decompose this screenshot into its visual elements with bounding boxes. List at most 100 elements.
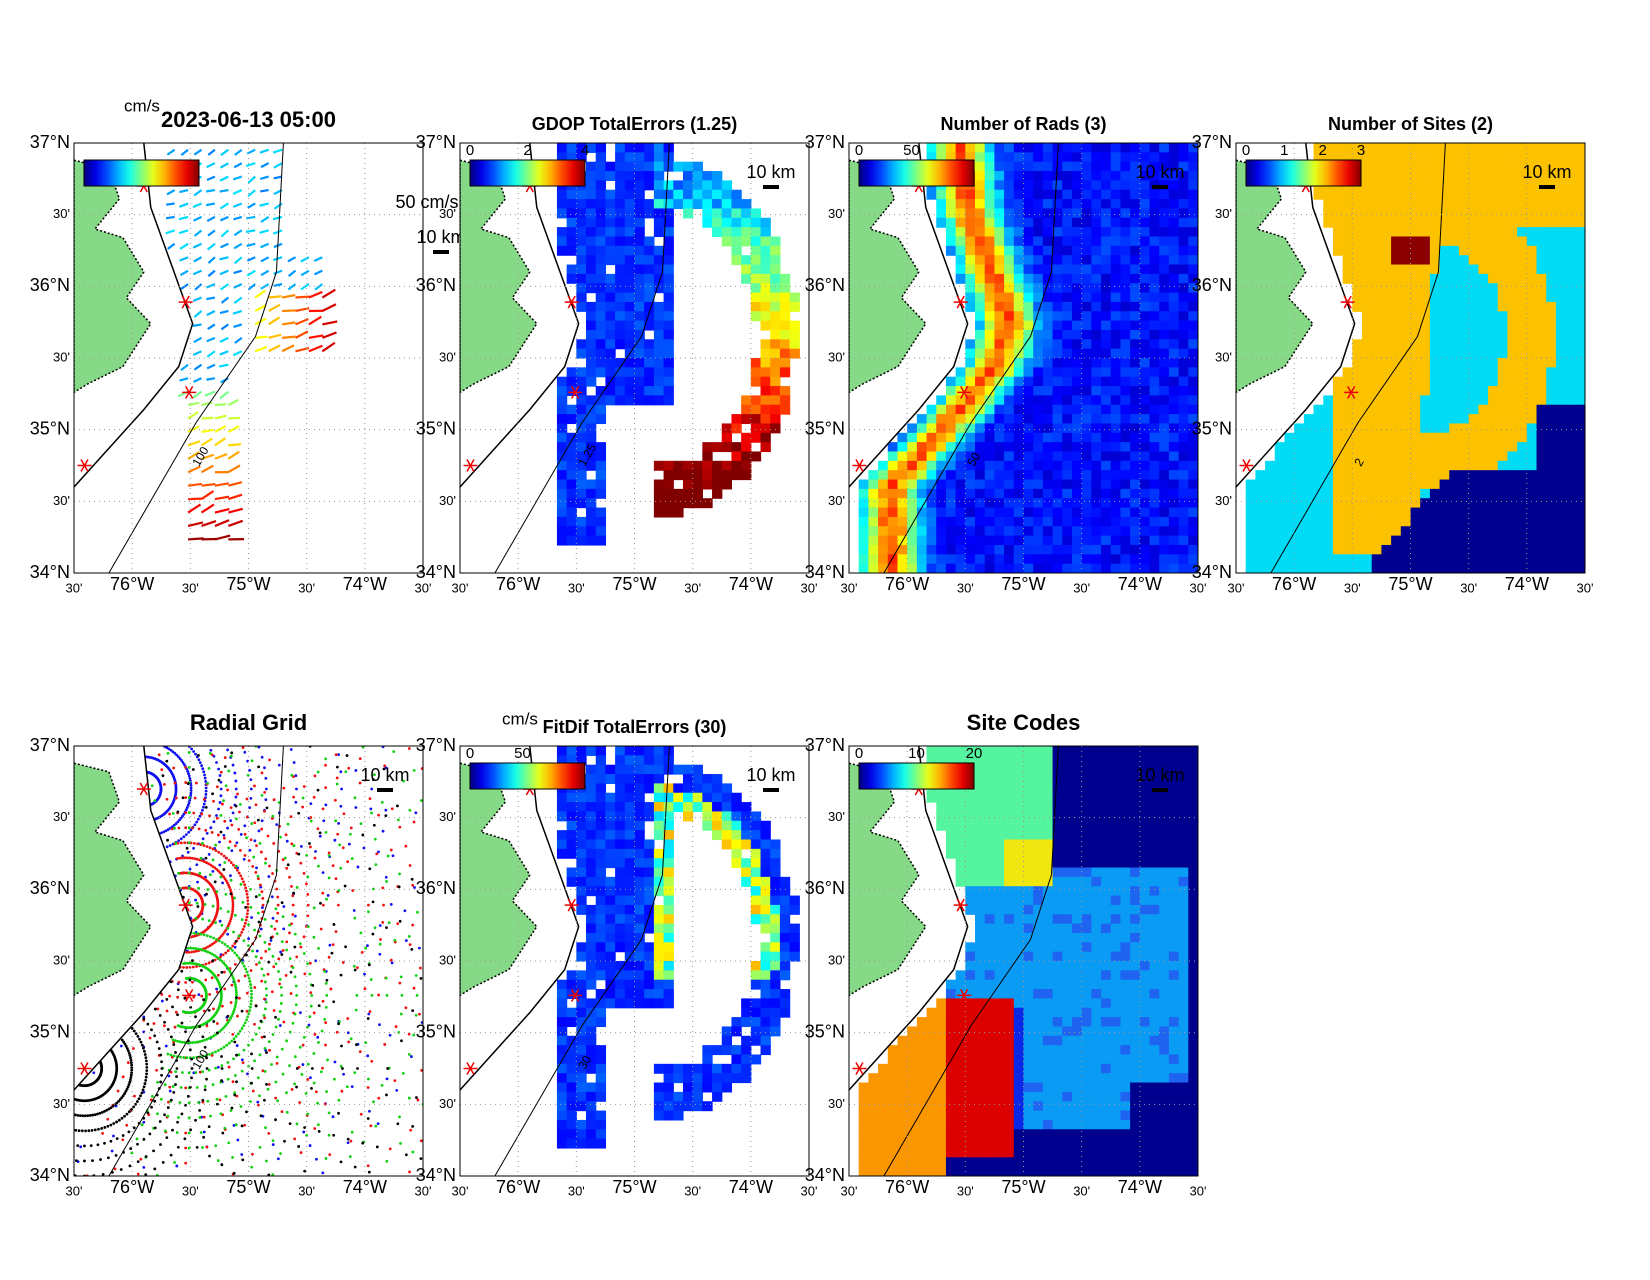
- field-cell: [1430, 470, 1440, 480]
- field-cell: [1323, 498, 1333, 508]
- field-cell: [557, 405, 567, 415]
- grid-point: [294, 774, 297, 777]
- field-cell: [712, 199, 722, 209]
- panel-title: GDOP TotalErrors (1.25): [532, 114, 737, 134]
- field-cell: [1179, 339, 1189, 349]
- grid-point: [282, 927, 285, 930]
- field-cell: [1053, 489, 1063, 499]
- grid-point: [204, 829, 207, 832]
- field-cell: [1498, 451, 1508, 461]
- field-cell: [1304, 461, 1314, 471]
- grid-point: [241, 1027, 244, 1030]
- field-cell: [673, 489, 683, 499]
- field-cell: [1140, 199, 1150, 209]
- field-cell: [1459, 218, 1469, 228]
- field-cell: [567, 470, 577, 480]
- field-cell: [615, 274, 625, 284]
- lat-label: 30': [828, 349, 845, 364]
- field-cell: [1420, 489, 1430, 499]
- field-cell: [1072, 208, 1082, 218]
- field-cell: [1343, 423, 1353, 433]
- grid-point: [396, 922, 399, 925]
- field-cell: [1169, 255, 1179, 265]
- field-cell: [1430, 321, 1440, 331]
- field-cell: [693, 470, 703, 480]
- field-cell: [576, 246, 586, 256]
- field-cell: [615, 162, 625, 172]
- field-cell: [1537, 545, 1547, 555]
- grid-point: [249, 797, 252, 800]
- field-cell: [1566, 526, 1576, 536]
- field-cell: [1372, 377, 1382, 387]
- grid-point: [238, 997, 241, 1000]
- colorbar-tick-label: 3: [1357, 142, 1365, 159]
- field-cell: [1372, 208, 1382, 218]
- field-cell: [1072, 349, 1082, 359]
- field-cell: [1459, 171, 1469, 181]
- field-cell: [1043, 498, 1053, 508]
- field-cell: [1150, 377, 1160, 387]
- field-cell: [1169, 180, 1179, 190]
- field-cell: [654, 311, 664, 321]
- field-cell: [731, 451, 741, 461]
- field-cell: [1169, 199, 1179, 209]
- field-cell: [1469, 433, 1479, 443]
- field-cell: [859, 498, 869, 508]
- grid-point: [166, 798, 169, 801]
- field-cell: [1072, 498, 1082, 508]
- field-cell: [1352, 302, 1362, 312]
- field-cell: [557, 526, 567, 536]
- field-cell: [770, 349, 780, 359]
- field-cell: [1053, 433, 1063, 443]
- grid-point: [363, 973, 366, 976]
- field-cell: [1575, 405, 1585, 415]
- field-cell: [1478, 423, 1488, 433]
- grid-point: [236, 1044, 239, 1047]
- field-cell: [1314, 405, 1324, 415]
- field-cell: [1333, 554, 1343, 564]
- field-cell: [1111, 442, 1121, 452]
- field-cell: [1304, 480, 1314, 490]
- field-cell: [985, 508, 995, 518]
- field-cell: [1043, 442, 1053, 452]
- field-cell: [1430, 386, 1440, 396]
- grid-point: [243, 925, 246, 928]
- field-cell: [1546, 330, 1556, 340]
- field-cell: [1507, 265, 1517, 275]
- field-cell: [1575, 236, 1585, 246]
- field-cell: [1323, 199, 1333, 209]
- grid-point: [253, 821, 256, 824]
- field-cell: [897, 470, 907, 480]
- field-cell: [576, 349, 586, 359]
- field-cell: [1043, 208, 1053, 218]
- field-cell: [1033, 498, 1043, 508]
- field-cell: [1024, 208, 1034, 218]
- field-cell: [1381, 180, 1391, 190]
- field-cell: [1120, 405, 1130, 415]
- field-cell: [1401, 423, 1411, 433]
- field-cell: [770, 405, 780, 415]
- field-cell: [1546, 246, 1556, 256]
- field-cell: [1024, 152, 1034, 162]
- field-cell: [1043, 451, 1053, 461]
- field-cell: [956, 274, 966, 284]
- grid-point: [192, 812, 195, 815]
- field-cell: [1072, 414, 1082, 424]
- field-cell: [1130, 358, 1140, 368]
- field-cell: [1062, 218, 1072, 228]
- field-cell: [994, 162, 1004, 172]
- grid-point: [160, 768, 163, 771]
- field-cell: [1333, 536, 1343, 546]
- field-cell: [1101, 246, 1111, 256]
- field-cell: [1411, 367, 1421, 377]
- field-cell: [770, 330, 780, 340]
- field-cell: [751, 367, 761, 377]
- field-cell: [1546, 414, 1556, 424]
- field-cell: [1440, 321, 1450, 331]
- field-cell: [1111, 330, 1121, 340]
- field-cell: [1024, 545, 1034, 555]
- grid-point: [127, 1061, 130, 1064]
- field-cell: [917, 451, 927, 461]
- field-cell: [722, 208, 732, 218]
- field-cell: [576, 405, 586, 415]
